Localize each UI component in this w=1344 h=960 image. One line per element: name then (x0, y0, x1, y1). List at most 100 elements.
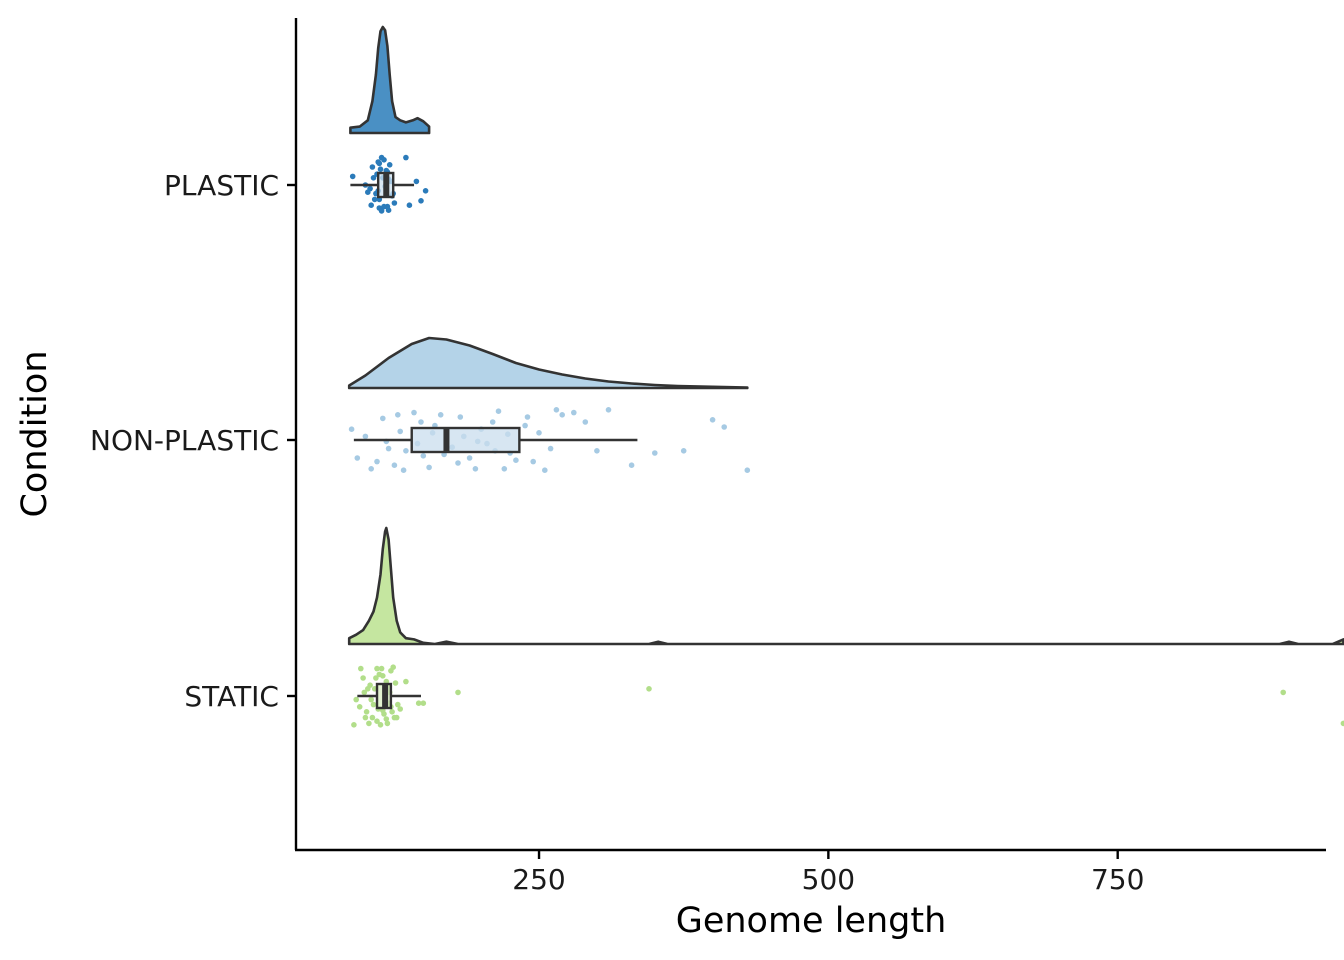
data-point (418, 198, 424, 204)
density-cloud (347, 336, 749, 390)
data-point (368, 202, 375, 208)
data-point (559, 412, 565, 418)
data-point (403, 678, 409, 685)
data-point (371, 196, 378, 203)
data-point (389, 709, 395, 715)
data-point (354, 455, 361, 461)
data-point (365, 189, 371, 195)
y-tick-label: NON-PLASTIC (90, 424, 279, 457)
data-point (386, 162, 393, 168)
data-point (375, 159, 382, 165)
data-point (397, 428, 404, 435)
y-tick-label: STATIC (184, 680, 279, 713)
series-non-plastic (347, 336, 751, 474)
series-static (347, 526, 1344, 728)
data-point (391, 462, 398, 469)
y-tick-label: PLASTIC (164, 169, 279, 202)
data-point (594, 448, 600, 454)
data-point (384, 720, 391, 727)
data-point (360, 675, 366, 681)
data-point (353, 696, 360, 703)
box (410, 426, 521, 454)
data-point (373, 675, 379, 681)
data-point (680, 448, 687, 454)
data-point (380, 673, 386, 679)
data-point (437, 412, 444, 418)
density-cloud (349, 25, 431, 135)
y-axis-title: Condition (15, 350, 55, 517)
data-point (472, 466, 479, 472)
data-point (582, 419, 589, 425)
data-point (377, 166, 384, 172)
data-point (646, 686, 652, 692)
data-point (368, 696, 375, 703)
data-point (369, 714, 376, 721)
data-point (403, 448, 409, 454)
data-point (383, 716, 390, 722)
data-point (356, 704, 363, 710)
series-plastic (349, 25, 431, 214)
data-point (536, 430, 542, 436)
x-tick-label: 500 (802, 863, 855, 896)
data-point (652, 450, 658, 456)
data-point (422, 188, 429, 194)
data-point (420, 453, 427, 459)
data-point (381, 157, 387, 163)
data-point (495, 408, 502, 415)
data-point (426, 464, 432, 471)
data-point (553, 407, 560, 413)
data-point (524, 414, 531, 420)
data-point (418, 419, 424, 425)
data-point (349, 173, 356, 180)
data-point (384, 203, 391, 210)
data-point (370, 701, 377, 708)
data-point (395, 701, 401, 708)
data-point (363, 709, 370, 715)
data-point (1280, 689, 1286, 696)
x-tick-label: 750 (1091, 863, 1144, 896)
data-point (381, 711, 387, 717)
plot-area (347, 25, 1344, 728)
data-point (455, 460, 461, 466)
data-point (348, 426, 355, 433)
data-point (390, 664, 397, 670)
data-point (369, 164, 376, 170)
axes (294, 18, 1326, 852)
data-point (530, 458, 536, 465)
data-point (547, 445, 554, 452)
data-point (400, 467, 407, 474)
data-point (374, 665, 380, 672)
data-point (403, 154, 409, 161)
data-point (605, 407, 612, 413)
data-point (374, 718, 380, 724)
data-point (501, 466, 508, 472)
x-tick-label: 250 (512, 863, 565, 896)
density-cloud (347, 526, 1344, 646)
data-point (380, 415, 386, 422)
data-point (351, 722, 357, 728)
data-point (358, 665, 364, 672)
data-point (744, 467, 751, 474)
data-point (391, 200, 398, 206)
data-point (522, 422, 528, 429)
data-point (362, 714, 369, 721)
data-point (397, 706, 404, 712)
data-point (415, 700, 422, 706)
data-point (361, 689, 368, 696)
data-point (489, 419, 496, 425)
data-point (413, 178, 420, 185)
data-point (513, 457, 519, 464)
data-point (367, 682, 373, 688)
data-point (571, 409, 577, 416)
data-point (366, 720, 372, 727)
data-point (385, 445, 392, 452)
data-point (374, 458, 380, 465)
data-point (368, 466, 375, 472)
data-point (406, 202, 413, 208)
data-point (709, 417, 716, 423)
data-point (392, 680, 399, 686)
data-point (377, 722, 384, 728)
y-ticks: PLASTIC NON-PLASTIC STATIC (90, 169, 296, 713)
data-point (378, 665, 385, 672)
